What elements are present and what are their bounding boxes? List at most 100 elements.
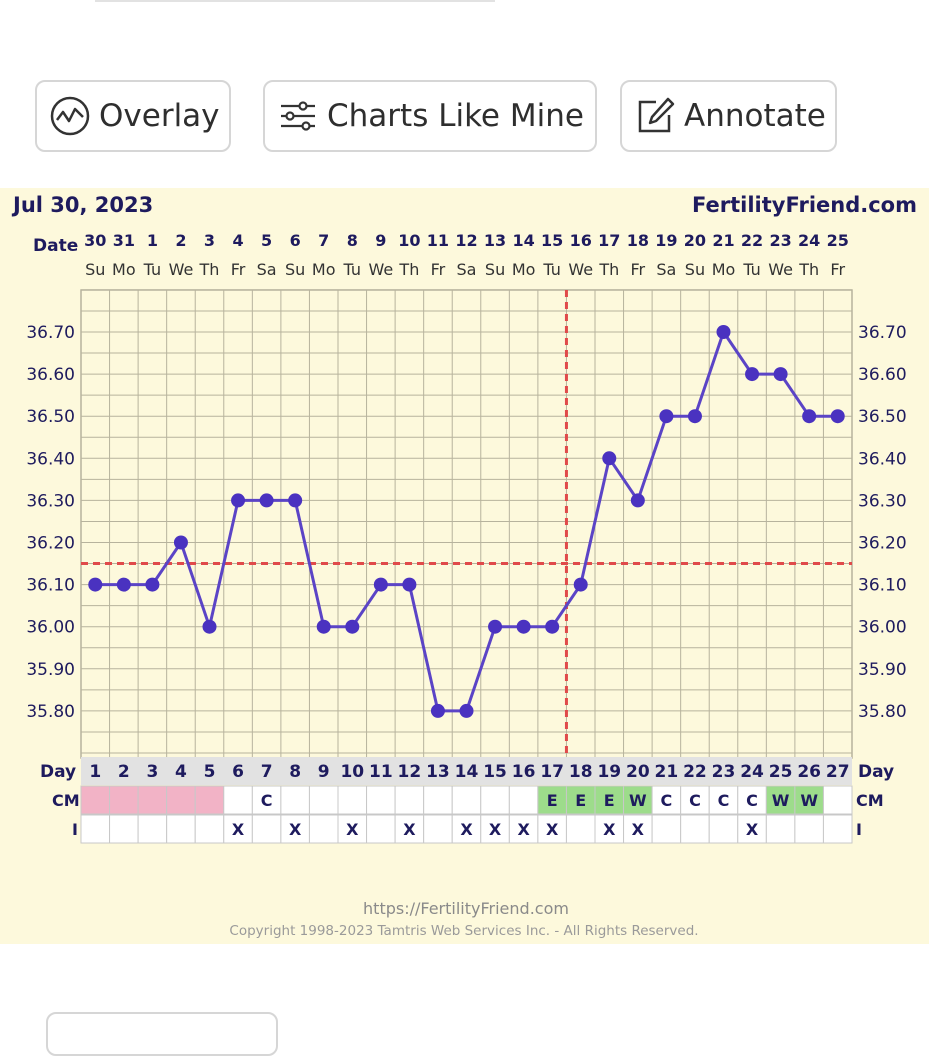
intercourse-cell <box>594 814 625 844</box>
cm-cell <box>623 785 653 815</box>
date-tick-label: 14 <box>512 231 534 250</box>
overlay-icon <box>49 95 91 137</box>
intercourse-cell <box>794 814 824 844</box>
date-tick-label: 12 <box>455 231 477 250</box>
intercourse-cell <box>308 814 339 844</box>
intercourse-cell <box>166 814 196 844</box>
day-number-label: 6 <box>232 762 244 782</box>
intercourse-cell <box>223 814 253 844</box>
weekday-tick-label: Tu <box>742 260 760 279</box>
day-number-label: 10 <box>340 762 364 782</box>
date-tick-label: 1 <box>147 231 158 250</box>
weekday-tick-label: Mo <box>312 260 336 279</box>
temperature-point <box>145 577 160 592</box>
cm-cell <box>194 785 225 815</box>
y-tick-label-right: 36.10 <box>858 576 907 596</box>
cm-cell <box>737 785 767 815</box>
weekday-tick-label: Sa <box>656 260 676 279</box>
temperature-point <box>88 577 103 592</box>
weekday-tick-label: Fr <box>231 260 246 279</box>
cm-cell <box>765 785 796 815</box>
y-tick-label-right: 36.30 <box>858 491 907 511</box>
temperature-point <box>173 535 188 550</box>
intercourse-marker: X <box>289 820 302 839</box>
bottom-button[interactable] <box>46 1012 278 1056</box>
y-tick-label-right: 36.70 <box>858 323 907 343</box>
intercourse-cell <box>565 814 596 844</box>
day-number-label: 22 <box>683 762 707 782</box>
date-tick-label: 2 <box>175 231 186 250</box>
y-tick-label-right: 36.00 <box>858 618 907 638</box>
date-tick-label: 18 <box>627 231 649 250</box>
intercourse-marker: X <box>489 820 502 839</box>
temperature-point <box>516 619 531 634</box>
cm-cell <box>80 785 111 815</box>
intercourse-marker: X <box>603 820 616 839</box>
bbt-chart: Jul 30, 2023 FertilityFriend.com Date 30 Su 3… <box>0 188 929 944</box>
day-number-label: 17 <box>540 762 564 782</box>
weekday-tick-label: We <box>768 260 793 279</box>
y-tick-label-left: 36.60 <box>26 365 75 385</box>
temperature-point <box>231 493 246 508</box>
overlay-button[interactable]: Overlay <box>35 80 231 152</box>
weekday-tick-label: Fr <box>830 260 845 279</box>
date-tick-label: 4 <box>232 231 243 250</box>
temperature-point <box>602 451 617 466</box>
temperature-point <box>716 325 731 339</box>
cm-value: E <box>547 791 558 810</box>
date-tick-label: 7 <box>318 231 329 250</box>
cm-value: C <box>746 791 758 810</box>
day-number-label: 16 <box>512 762 536 782</box>
footer-url: https://FertilityFriend.com <box>363 899 569 918</box>
intercourse-marker: X <box>546 820 559 839</box>
date-tick-label: 13 <box>484 231 506 250</box>
weekday-tick-label: Sa <box>257 260 277 279</box>
weekday-tick-label: Th <box>398 260 419 279</box>
intercourse-cell <box>537 814 567 844</box>
annotate-button[interactable]: Annotate <box>620 80 837 152</box>
temperature-point <box>802 409 817 424</box>
intercourse-cell <box>423 814 453 844</box>
temperature-point <box>116 577 131 592</box>
cm-cell <box>594 785 625 815</box>
intercourse-marker: X <box>346 820 359 839</box>
temperature-point <box>573 577 588 592</box>
weekday-tick-label: We <box>169 260 194 279</box>
date-tick-label: 17 <box>598 231 620 250</box>
day-row-background <box>81 757 852 785</box>
temperature-point <box>745 367 760 382</box>
cm-cell <box>109 785 139 815</box>
cm-row-label-left: CM <box>52 791 80 810</box>
day-number-label: 1 <box>89 762 101 782</box>
weekday-tick-label: Th <box>798 260 819 279</box>
date-tick-label: 6 <box>290 231 301 250</box>
day-number-label: 19 <box>597 762 621 782</box>
temperature-point <box>430 703 445 718</box>
cm-cell <box>451 785 482 815</box>
day-number-label: 20 <box>626 762 650 782</box>
charts-like-mine-label: Charts Like Mine <box>327 98 584 134</box>
date-tick-label: 19 <box>655 231 677 250</box>
weekday-tick-label: Th <box>598 260 619 279</box>
intercourse-cell <box>623 814 653 844</box>
chart-site-name: FertilityFriend.com <box>692 193 917 217</box>
intercourse-marker: X <box>232 820 245 839</box>
cm-cell <box>537 785 567 815</box>
day-number-label: 25 <box>769 762 793 782</box>
y-tick-label-left: 36.50 <box>26 407 75 427</box>
weekday-tick-label: Su <box>85 260 105 279</box>
day-number-label: 23 <box>712 762 736 782</box>
date-tick-label: 31 <box>113 231 135 250</box>
intercourse-cell <box>708 814 739 844</box>
y-tick-label-left: 35.90 <box>26 660 75 680</box>
temperature-point <box>402 577 417 592</box>
y-tick-label-left: 36.10 <box>26 576 75 596</box>
intercourse-marker: X <box>632 820 645 839</box>
date-tick-label: 21 <box>712 231 734 250</box>
temperature-point <box>202 619 217 634</box>
weekday-tick-label: Mo <box>112 260 136 279</box>
cm-value: C <box>689 791 701 810</box>
y-tick-label-left: 35.80 <box>26 702 75 722</box>
y-tick-label-left: 36.00 <box>26 618 75 638</box>
charts-like-mine-button[interactable]: Charts Like Mine <box>263 80 597 152</box>
